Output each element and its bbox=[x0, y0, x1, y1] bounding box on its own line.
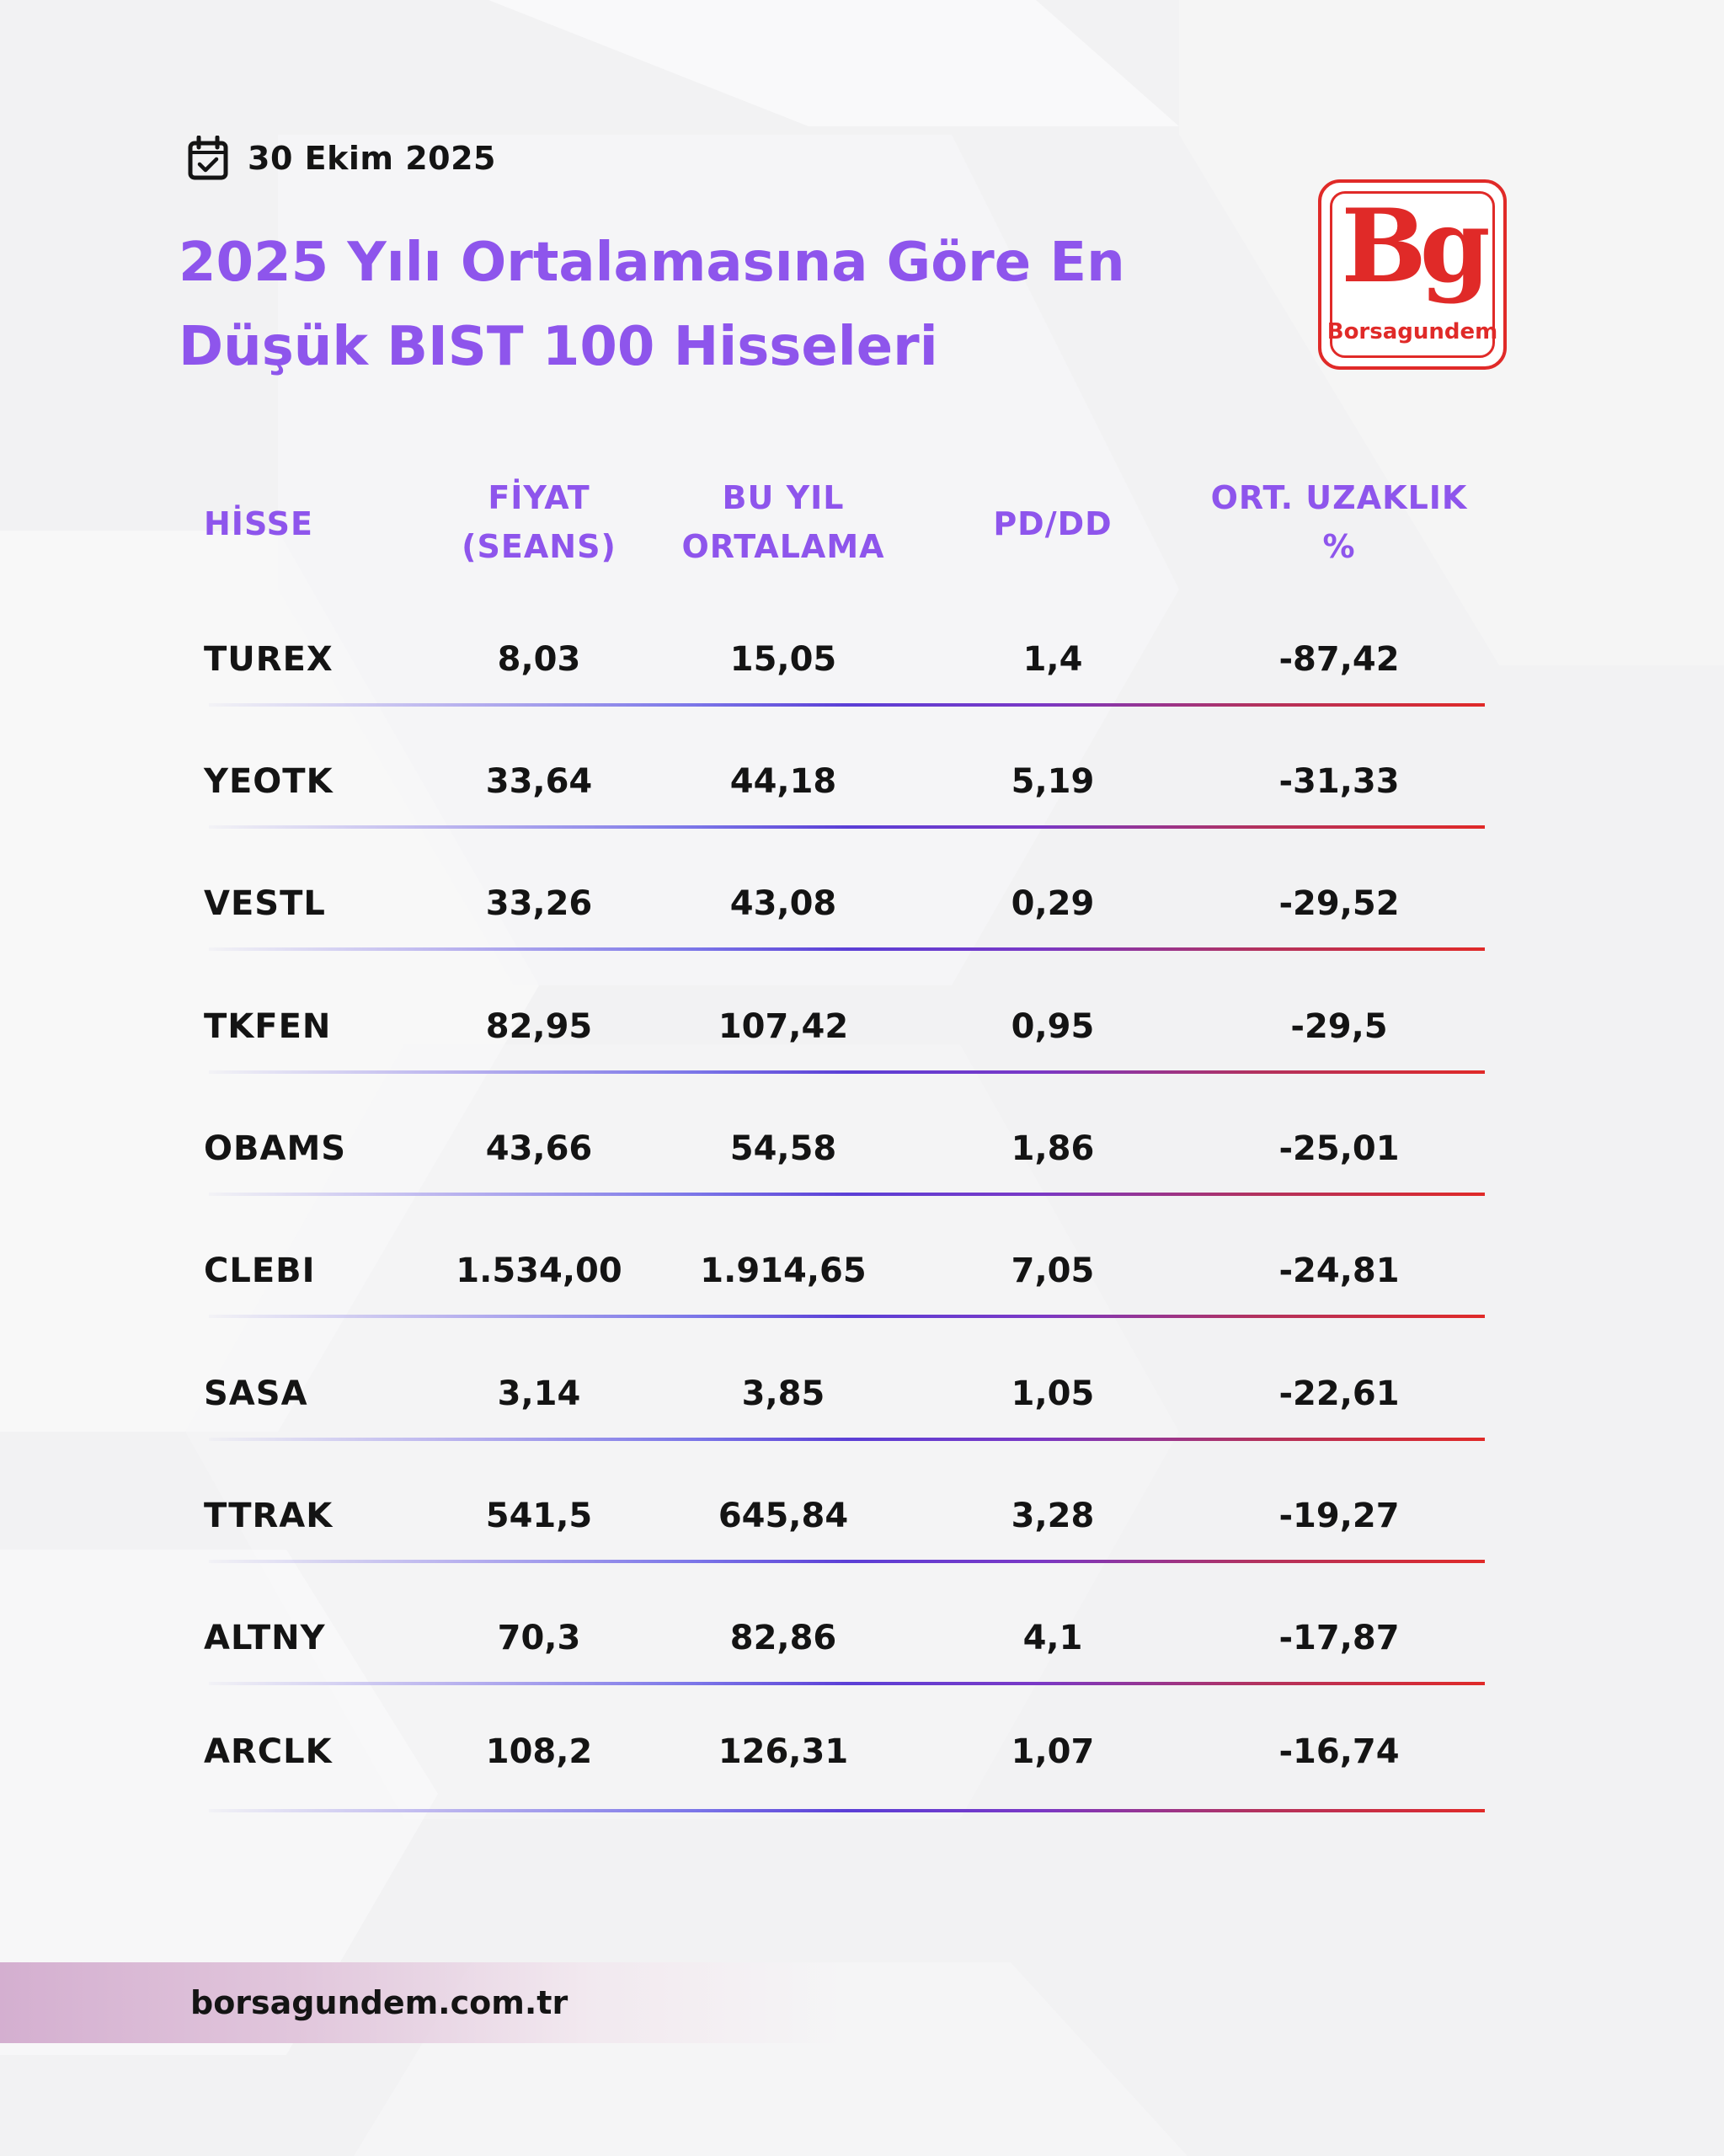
col-header-distance-line1: ORT. UZAKLIK bbox=[1210, 479, 1468, 516]
pddd-cell: 1,05 bbox=[1011, 1374, 1095, 1413]
ticker-cell: ALTNY bbox=[204, 1619, 326, 1657]
distance-cell: -87,42 bbox=[1278, 640, 1400, 679]
date-row: 30 Ekim 2025 bbox=[187, 135, 496, 182]
calendar-check-icon bbox=[188, 136, 228, 180]
col-header-pddd-label: PD/DD bbox=[993, 505, 1113, 542]
ticker-cell: ARCLK bbox=[204, 1732, 333, 1771]
distance-cell: -29,52 bbox=[1278, 884, 1400, 923]
logo-mark: Bg bbox=[1341, 187, 1490, 306]
price-cell: 3,14 bbox=[497, 1374, 581, 1413]
col-header-pddd: PD/DD bbox=[952, 499, 1154, 548]
price-cell: 33,64 bbox=[485, 762, 593, 801]
page-title: 2025 Yılı Ortalamasına Göre En Düşük BIS… bbox=[179, 221, 1214, 389]
row-divider bbox=[209, 1682, 1485, 1685]
title-line-1: 2025 Yılı Ortalamasına Göre En bbox=[179, 232, 1125, 294]
average-cell: 126,31 bbox=[718, 1732, 849, 1771]
pddd-cell: 1,4 bbox=[1022, 640, 1083, 679]
pddd-cell: 3,28 bbox=[1011, 1497, 1095, 1535]
footer-bar bbox=[0, 1962, 842, 2043]
pddd-cell: 1,86 bbox=[1011, 1129, 1095, 1168]
col-header-price-line2: (SEANS) bbox=[462, 528, 616, 565]
price-cell: 8,03 bbox=[497, 640, 581, 679]
logo-name: Borsagundem bbox=[1326, 319, 1498, 344]
row-divider bbox=[209, 1438, 1485, 1441]
price-cell: 108,2 bbox=[485, 1732, 593, 1771]
row-divider bbox=[209, 1315, 1485, 1318]
distance-cell: -29,5 bbox=[1290, 1007, 1388, 1046]
col-header-ticker-label: HİSSE bbox=[204, 505, 313, 542]
price-cell: 33,26 bbox=[485, 884, 593, 923]
average-cell: 82,86 bbox=[729, 1619, 837, 1657]
col-header-average: BU YIL ORTALAMA bbox=[665, 473, 901, 571]
ticker-cell: VESTL bbox=[204, 884, 326, 923]
ticker-cell: TTRAK bbox=[204, 1497, 334, 1535]
brand-logo: Bg Borsagundem bbox=[1318, 179, 1507, 370]
ticker-cell: TUREX bbox=[204, 640, 334, 679]
ticker-cell: YEOTK bbox=[204, 762, 334, 801]
row-divider bbox=[209, 1070, 1485, 1074]
col-header-average-line2: ORTALAMA bbox=[681, 528, 885, 565]
pddd-cell: 5,19 bbox=[1011, 762, 1095, 801]
ticker-cell: OBAMS bbox=[204, 1129, 347, 1168]
row-divider bbox=[209, 703, 1485, 707]
row-divider bbox=[209, 1560, 1485, 1563]
ticker-cell: SASA bbox=[204, 1374, 308, 1413]
pddd-cell: 0,29 bbox=[1011, 884, 1095, 923]
pddd-cell: 0,95 bbox=[1011, 1007, 1095, 1046]
average-cell: 1.914,65 bbox=[700, 1251, 867, 1290]
row-divider bbox=[209, 1193, 1485, 1196]
date-text: 30 Ekim 2025 bbox=[248, 140, 496, 177]
price-cell: 70,3 bbox=[497, 1619, 581, 1657]
row-divider bbox=[209, 825, 1485, 829]
price-cell: 1.534,00 bbox=[456, 1251, 622, 1290]
price-cell: 541,5 bbox=[485, 1497, 593, 1535]
col-header-ticker: HİSSE bbox=[204, 499, 372, 548]
website-link[interactable]: borsagundem.com.tr bbox=[190, 1984, 568, 2021]
price-cell: 43,66 bbox=[485, 1129, 593, 1168]
distance-cell: -22,61 bbox=[1278, 1374, 1400, 1413]
distance-cell: -25,01 bbox=[1278, 1129, 1400, 1168]
logo-frame bbox=[1330, 191, 1495, 358]
row-divider bbox=[209, 947, 1485, 951]
distance-cell: -19,27 bbox=[1278, 1497, 1400, 1535]
distance-cell: -17,87 bbox=[1278, 1619, 1400, 1657]
pddd-cell: 1,07 bbox=[1011, 1732, 1095, 1771]
average-cell: 54,58 bbox=[729, 1129, 837, 1168]
title-line-2: Düşük BIST 100 Hisseleri bbox=[179, 316, 938, 378]
col-header-average-line1: BU YIL bbox=[722, 479, 845, 516]
col-header-price-line1: FİYAT bbox=[488, 479, 590, 516]
distance-cell: -16,74 bbox=[1278, 1732, 1400, 1771]
average-cell: 3,85 bbox=[741, 1374, 825, 1413]
col-header-distance: ORT. UZAKLIK % bbox=[1188, 473, 1491, 571]
row-divider bbox=[209, 1809, 1485, 1812]
ticker-cell: TKFEN bbox=[204, 1007, 332, 1046]
pddd-cell: 4,1 bbox=[1022, 1619, 1083, 1657]
average-cell: 645,84 bbox=[718, 1497, 849, 1535]
col-header-distance-line2: % bbox=[1322, 528, 1356, 565]
average-cell: 107,42 bbox=[718, 1007, 849, 1046]
price-cell: 82,95 bbox=[485, 1007, 593, 1046]
distance-cell: -31,33 bbox=[1278, 762, 1400, 801]
pddd-cell: 7,05 bbox=[1011, 1251, 1095, 1290]
average-cell: 44,18 bbox=[729, 762, 837, 801]
distance-cell: -24,81 bbox=[1278, 1251, 1400, 1290]
ticker-cell: CLEBI bbox=[204, 1251, 316, 1290]
average-cell: 43,08 bbox=[729, 884, 837, 923]
average-cell: 15,05 bbox=[729, 640, 837, 679]
col-header-price: FİYAT (SEANS) bbox=[438, 473, 640, 571]
